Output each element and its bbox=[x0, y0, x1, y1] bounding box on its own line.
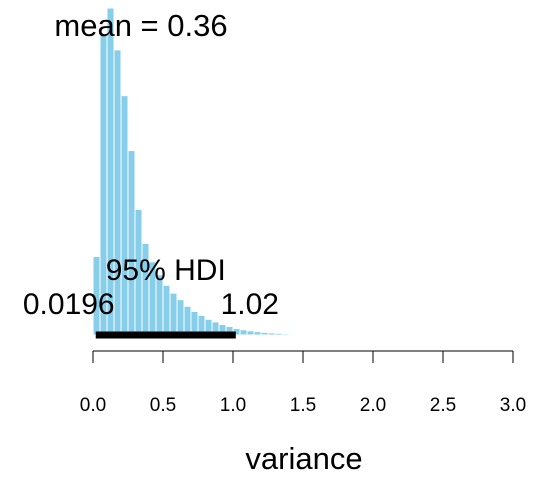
x-axis-label: variance bbox=[245, 441, 362, 476]
bar bbox=[169, 292, 178, 336]
bar bbox=[260, 331, 269, 336]
bar bbox=[127, 150, 136, 336]
bar bbox=[183, 305, 192, 336]
x-tick-label: 1.5 bbox=[290, 395, 316, 416]
bar bbox=[281, 333, 290, 336]
bar bbox=[176, 299, 185, 336]
bar bbox=[246, 330, 255, 336]
x-tick-label: 2.5 bbox=[430, 395, 456, 416]
mean-label: mean = 0.36 bbox=[54, 8, 227, 43]
bar bbox=[113, 49, 122, 336]
bar bbox=[309, 333, 318, 336]
bar bbox=[288, 333, 297, 336]
x-tick-label: 0.0 bbox=[80, 395, 106, 416]
bar bbox=[239, 329, 248, 336]
bar bbox=[190, 310, 199, 336]
x-tick-label: 1.0 bbox=[220, 395, 246, 416]
bar bbox=[267, 332, 276, 336]
x-tick-label: 2.0 bbox=[360, 395, 386, 416]
bar bbox=[120, 95, 129, 336]
bar bbox=[274, 332, 283, 336]
x-tick-label: 3.0 bbox=[500, 395, 526, 416]
hdi-label: 95% HDI bbox=[106, 254, 226, 287]
bar bbox=[253, 331, 262, 336]
hdi-high-label: 1.02 bbox=[221, 288, 279, 321]
bar bbox=[302, 333, 311, 336]
bar bbox=[295, 333, 304, 336]
x-tick-label: 0.5 bbox=[150, 395, 176, 416]
bar bbox=[162, 284, 171, 336]
hdi-low-label: 0.0196 bbox=[23, 288, 115, 321]
